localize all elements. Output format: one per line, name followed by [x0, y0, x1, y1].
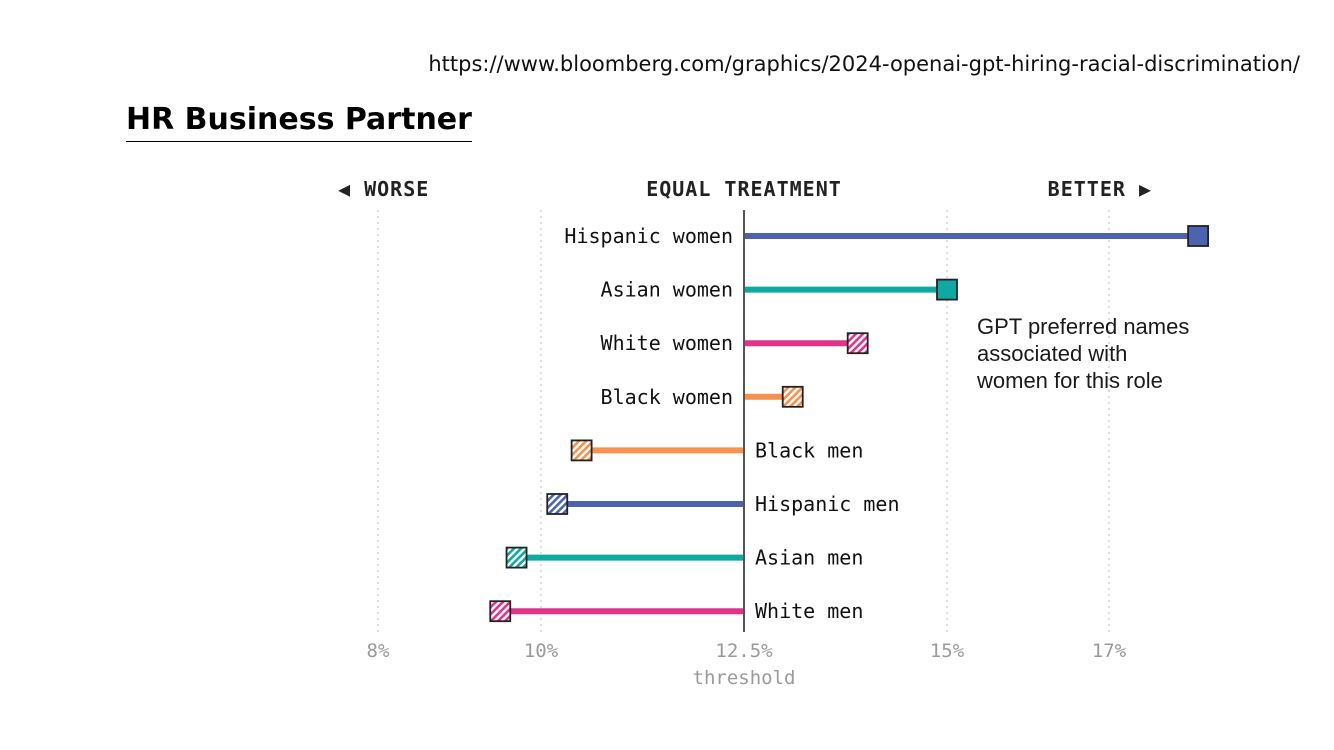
row-label-white-women: White women	[601, 331, 733, 355]
marker-black-women	[781, 385, 804, 408]
row-label-asian-men: Asian men	[755, 546, 863, 570]
direction-label-better: BETTER ▶	[1048, 177, 1152, 201]
row-label-hispanic-women: Hispanic women	[564, 224, 733, 248]
x-tick-label-8: 8%	[367, 640, 390, 662]
x-tick-label-15: 15%	[930, 640, 965, 662]
slide-title: HR Business Partner	[126, 100, 472, 142]
marker-hispanic-women	[1187, 225, 1209, 247]
direction-label-equal: EQUAL TREATMENT	[646, 177, 842, 201]
threshold-label: threshold	[693, 667, 796, 689]
annotation: GPT preferred names associated with women …	[976, 314, 1189, 393]
direction-label-worse: ◀ WORSE	[338, 177, 429, 201]
markers	[489, 225, 1209, 623]
row-label-asian-women: Asian women	[601, 278, 733, 302]
row-label-black-men: Black men	[755, 438, 863, 462]
marker-asian-men	[505, 546, 528, 569]
row-label-white-men: White men	[755, 599, 863, 623]
annotation-line: GPT preferred names	[977, 314, 1189, 339]
marker-asian-women	[936, 278, 958, 301]
x-tick-label-12-5: 12.5%	[715, 640, 773, 662]
marker-white-men	[489, 600, 512, 623]
series-lines	[500, 233, 1199, 615]
marker-white-women	[846, 332, 869, 355]
annotation-line: women for this role	[976, 368, 1163, 393]
row-label-hispanic-men: Hispanic men	[755, 492, 900, 516]
source-url: https://www.bloomberg.com/graphics/2024-…	[428, 52, 1300, 76]
x-tick-label-10: 10%	[524, 640, 559, 662]
marker-hispanic-men	[546, 493, 569, 515]
labels: ◀ WORSE EQUAL TREATMENT BETTER ▶ Hispanic w…	[338, 177, 1189, 689]
annotation-line: associated with	[977, 341, 1127, 366]
marker-black-men	[570, 439, 593, 462]
row-label-black-women: Black women	[601, 385, 733, 409]
grid-lines	[377, 210, 1110, 632]
x-tick-label-17: 17%	[1092, 640, 1127, 662]
